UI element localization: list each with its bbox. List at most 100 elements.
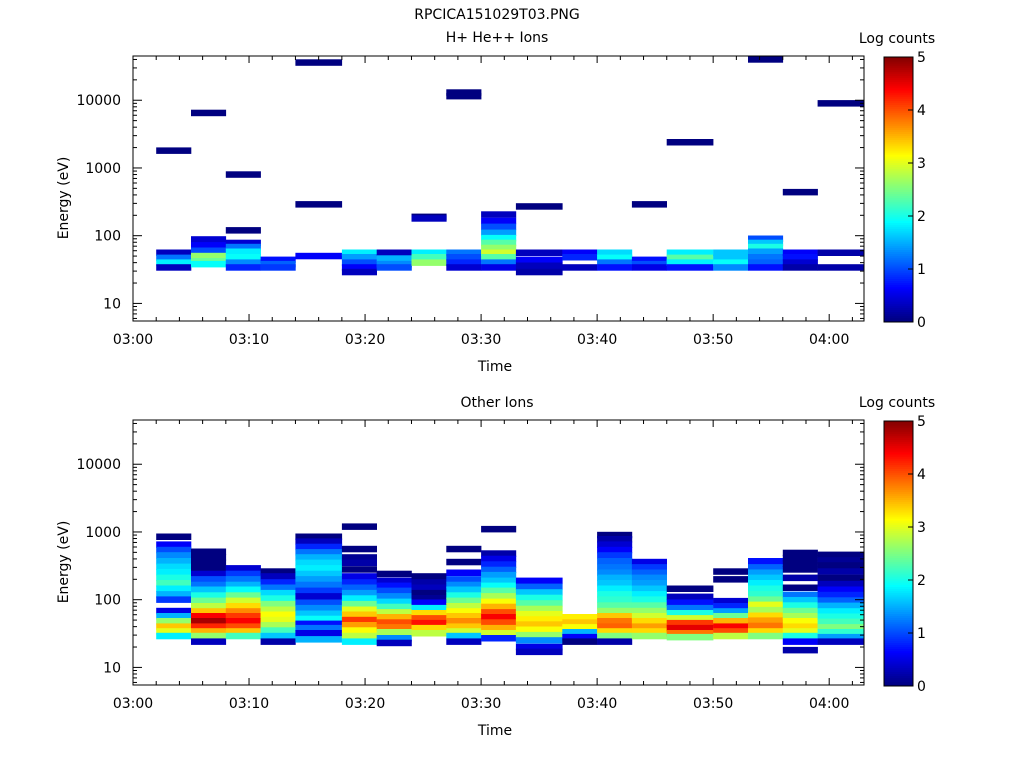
spectrogram-cell [225,623,261,630]
colorbar-segment [884,532,913,536]
colorbar-segment [884,150,913,153]
spectrogram-cell [631,569,667,576]
spectrogram-cell [817,557,865,564]
colorbar-segment [884,175,913,178]
spectrogram-cell [341,606,377,613]
colorbar-segment [884,534,913,538]
spectrogram-cell [260,579,296,586]
spectrogram-cell [260,606,296,613]
spectrogram-cell [260,632,296,640]
colorbar-segment [884,139,913,143]
colorbar-segment [884,108,913,112]
spectrogram-cell [225,171,261,178]
spectrogram-cell [376,624,412,631]
colorbar-segment [884,247,913,250]
spectrogram-cell [191,252,227,260]
y-tick-label: 1000 [85,161,121,177]
colorbar-segment [884,435,913,438]
spectrogram-cell [225,613,261,620]
spectrogram-cell [782,584,818,591]
spectrogram-cell [156,591,192,598]
colorbar-segment [884,102,913,106]
spectrogram-cell [225,586,261,593]
spectrogram-cell [817,618,865,626]
spectrogram-cell [666,610,714,617]
colorbar-segment [884,667,913,670]
spectrogram-cell [341,259,377,266]
spectrogram-cell [782,602,818,609]
colorbar-segment [884,599,913,602]
spectrogram-cell [631,623,667,630]
colorbar-segment [884,472,913,476]
spectrogram-cell [748,243,784,251]
panel-other-ions: Other Ions 03:00 03:10 03:20 03:30 03:40 03:5… [56,395,935,739]
spectrogram-cell [225,618,261,625]
spectrogram-cell [225,264,261,271]
spectrogram-cell [225,628,261,635]
colorbar-segment [884,623,913,627]
spectrogram-cell [515,268,563,276]
spectrogram-cell [631,602,667,609]
spectrogram-cell [156,580,192,587]
colorbar-segment [884,570,913,573]
x-tick-label: 03:50 [693,332,733,348]
spectrogram-cell [817,568,865,575]
panel-h-he-ions: H+ He++ Ions 03:00 03:10 03:20 03:30 03:40 03… [56,30,935,375]
spectrogram-cell [191,570,227,578]
colorbar-segment [884,543,913,546]
spectrogram-cell [225,565,261,572]
colorbar-segment [884,303,913,306]
spectrogram-cell [713,618,749,625]
spectrogram-cell [817,608,865,615]
colorbar-segment [884,137,913,141]
spectrogram-cell [817,633,865,641]
colorbar-segment [884,526,913,530]
x-tick-label: 04:00 [809,332,849,348]
spectrogram-cell [376,598,412,606]
x-tick-label: 04:00 [809,696,849,712]
spectrogram-cell [411,254,447,261]
spectrogram-cell [748,632,784,640]
spectrogram-cell [666,615,714,622]
colorbar-segment [884,220,913,224]
colorbar-segment [884,565,913,569]
spectrogram-cell [748,591,784,598]
colorbar-segment [884,487,913,490]
spectrogram-cell [597,552,633,559]
spectrogram-cell [515,203,563,210]
spectrogram-cell [295,565,343,572]
spectrogram-cell [225,608,261,615]
spectrogram-cell [156,546,192,554]
axis-ticks: 03:00 03:10 03:20 03:30 03:40 03:50 04:00 10 100… [76,420,864,712]
colorbar-segment [884,216,913,219]
colorbar-segment [884,268,913,271]
spectrogram-cell [446,613,482,620]
colorbar-segment [884,286,913,290]
spectrogram-cell [446,259,482,266]
x-tick-label: 03:00 [113,332,153,348]
x-tick-label: 03:50 [693,696,733,712]
spectrogram-cell [156,596,192,603]
colorbar-segment [884,478,913,482]
spectrogram-cell [817,586,865,593]
spectrogram-cell [341,627,377,634]
spectrogram-cell [631,591,667,598]
colorbar-segment [884,251,913,255]
spectrogram-cell [191,618,227,625]
colorbar-segment [884,421,913,424]
spectrogram-cell [515,589,563,596]
spectrogram-cell [597,580,633,587]
colorbar-segment [884,584,913,588]
colorbar-segment [884,280,913,284]
spectrogram-cell [782,554,818,562]
spectrogram-cell [481,603,517,611]
spectrogram-cell [817,602,865,610]
axis-ticks: 03:00 03:10 03:20 03:30 03:40 03:50 04:00 10 100… [76,56,864,348]
x-tick-label: 03:30 [461,696,501,712]
colorbar-segment [884,603,913,606]
spectrogram-cell [666,624,714,632]
x-axis-label: Time [477,359,512,375]
colorbar-segment [884,158,913,161]
spectrogram-cell [156,552,192,559]
